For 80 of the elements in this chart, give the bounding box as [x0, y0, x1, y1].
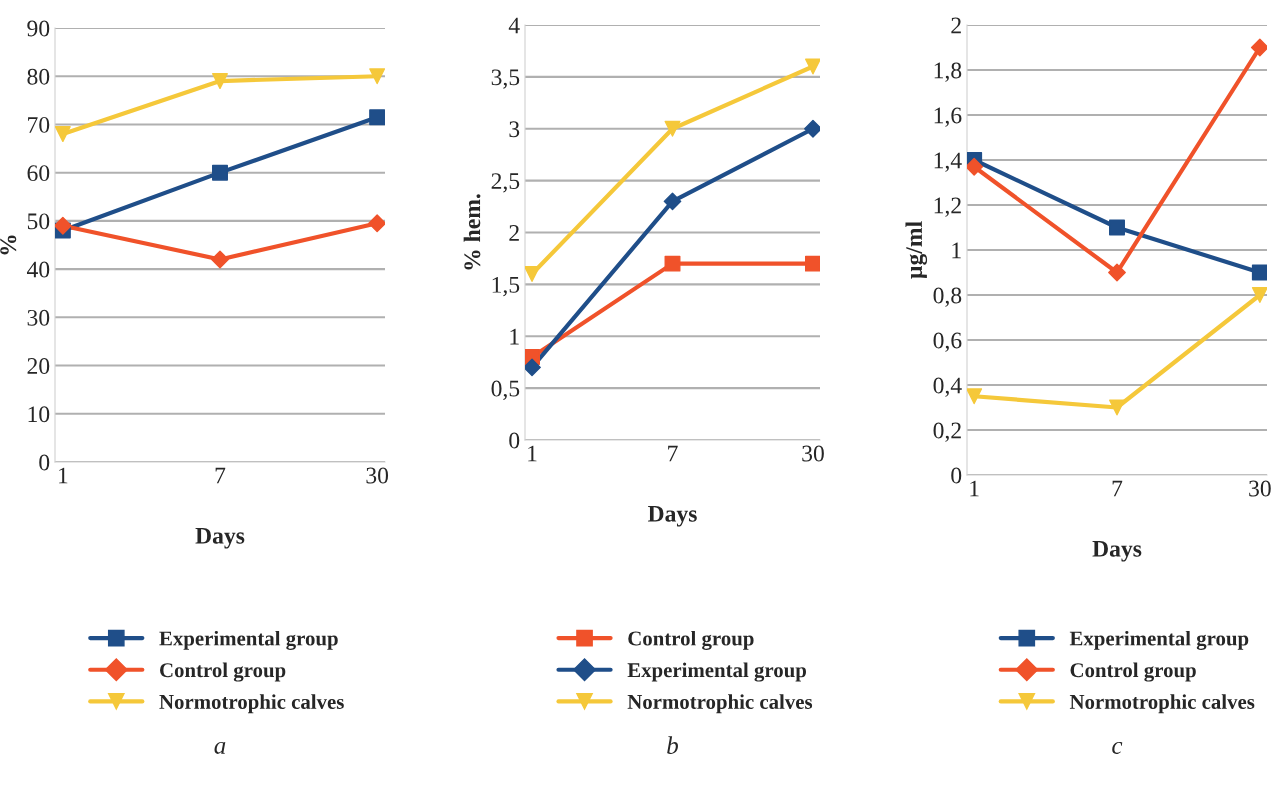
point: [525, 266, 541, 282]
legend-label: Normotrophic calves: [627, 694, 813, 714]
y-tick-label: 80: [27, 68, 50, 85]
point: [55, 126, 71, 143]
y-tick-label: 1,5: [492, 276, 520, 297]
point: [212, 164, 228, 181]
point: [1250, 38, 1267, 57]
point: [369, 68, 385, 85]
text: a: [214, 741, 226, 754]
x-tick-label: 1: [528, 445, 537, 462]
x-tick-label: 30: [1249, 480, 1271, 497]
y-tick-label: 1: [510, 328, 519, 345]
x-tick-label: 30: [366, 467, 389, 484]
point: [804, 119, 820, 138]
y-axis-title: %: [0, 235, 17, 255]
y-tick-label: 0,2: [933, 422, 961, 442]
x-tick-label: 1: [59, 467, 68, 484]
point: [369, 109, 385, 126]
text: c: [1112, 741, 1123, 754]
y-axis-title: µg/ml: [905, 221, 928, 279]
y-tick-label: 2,5: [491, 173, 520, 193]
x-tick-label: 30: [802, 445, 824, 462]
y-tick-label: 0,4: [933, 377, 962, 397]
y-tick-label: 0: [509, 432, 520, 449]
x-tick-label: 7: [1112, 480, 1123, 497]
legend-label: Normotrophic calves: [1069, 694, 1255, 714]
y-tick-label: 70: [28, 116, 50, 133]
point: [1251, 287, 1267, 303]
point: [1108, 263, 1126, 282]
point: [967, 157, 984, 176]
legend-label: Normotrophic calves: [159, 694, 344, 714]
point: [368, 214, 385, 233]
point: [55, 216, 72, 235]
y-tick-label: 1,2: [934, 197, 961, 217]
y-tick-label: 3,5: [491, 69, 520, 89]
x-tick-label: 1: [970, 480, 979, 497]
y-tick-label: 60: [27, 165, 50, 182]
point: [1251, 264, 1267, 281]
point: [967, 388, 983, 405]
y-tick-label: 3: [509, 121, 520, 138]
y-tick-label: 2: [509, 225, 519, 241]
point: [804, 58, 820, 75]
legend-label: Control group: [628, 630, 754, 650]
y-tick-label: 1,4: [934, 152, 962, 172]
point: [664, 255, 681, 272]
y-tick-label: 0,5: [491, 380, 520, 400]
text: b: [667, 736, 678, 754]
y-tick-label: 1: [952, 242, 961, 259]
y-tick-label: 30: [27, 309, 50, 326]
y-tick-label: 10: [28, 406, 50, 423]
y-tick-label: 0,8: [933, 287, 962, 307]
y-tick-label: 1,6: [934, 107, 962, 127]
y-tick-label: 2: [951, 17, 961, 34]
point: [211, 250, 229, 269]
y-tick-label: 90: [27, 20, 50, 37]
y-tick-label: 1,8: [934, 62, 962, 82]
point: [1109, 399, 1125, 416]
x-axis-title: Days: [647, 506, 697, 527]
y-tick-label: 20: [27, 358, 50, 374]
y-tick-label: 0: [951, 467, 962, 484]
y-tick-label: 50: [27, 213, 50, 230]
x-axis-title: Days: [195, 528, 245, 549]
y-tick-label: 0: [39, 454, 50, 471]
x-tick-label: 7: [215, 467, 226, 484]
y-tick-label: 40: [26, 261, 50, 278]
legend-label: Experimental group: [627, 662, 807, 682]
y-tick-label: 0,6: [933, 332, 962, 352]
legend-label: Experimental group: [1069, 630, 1249, 650]
legend-label: Control group: [160, 662, 286, 682]
point: [212, 73, 228, 90]
legend-label: Control group: [1070, 662, 1196, 682]
legend-label: Experimental group: [159, 630, 338, 650]
point: [804, 255, 820, 272]
point: [525, 358, 541, 377]
y-axis-title: % hem.: [463, 194, 481, 270]
x-axis-title: Days: [1092, 541, 1142, 562]
x-tick-label: 7: [668, 445, 678, 462]
point: [1109, 219, 1125, 236]
y-tick-label: 4: [508, 17, 520, 34]
point: [664, 120, 681, 137]
